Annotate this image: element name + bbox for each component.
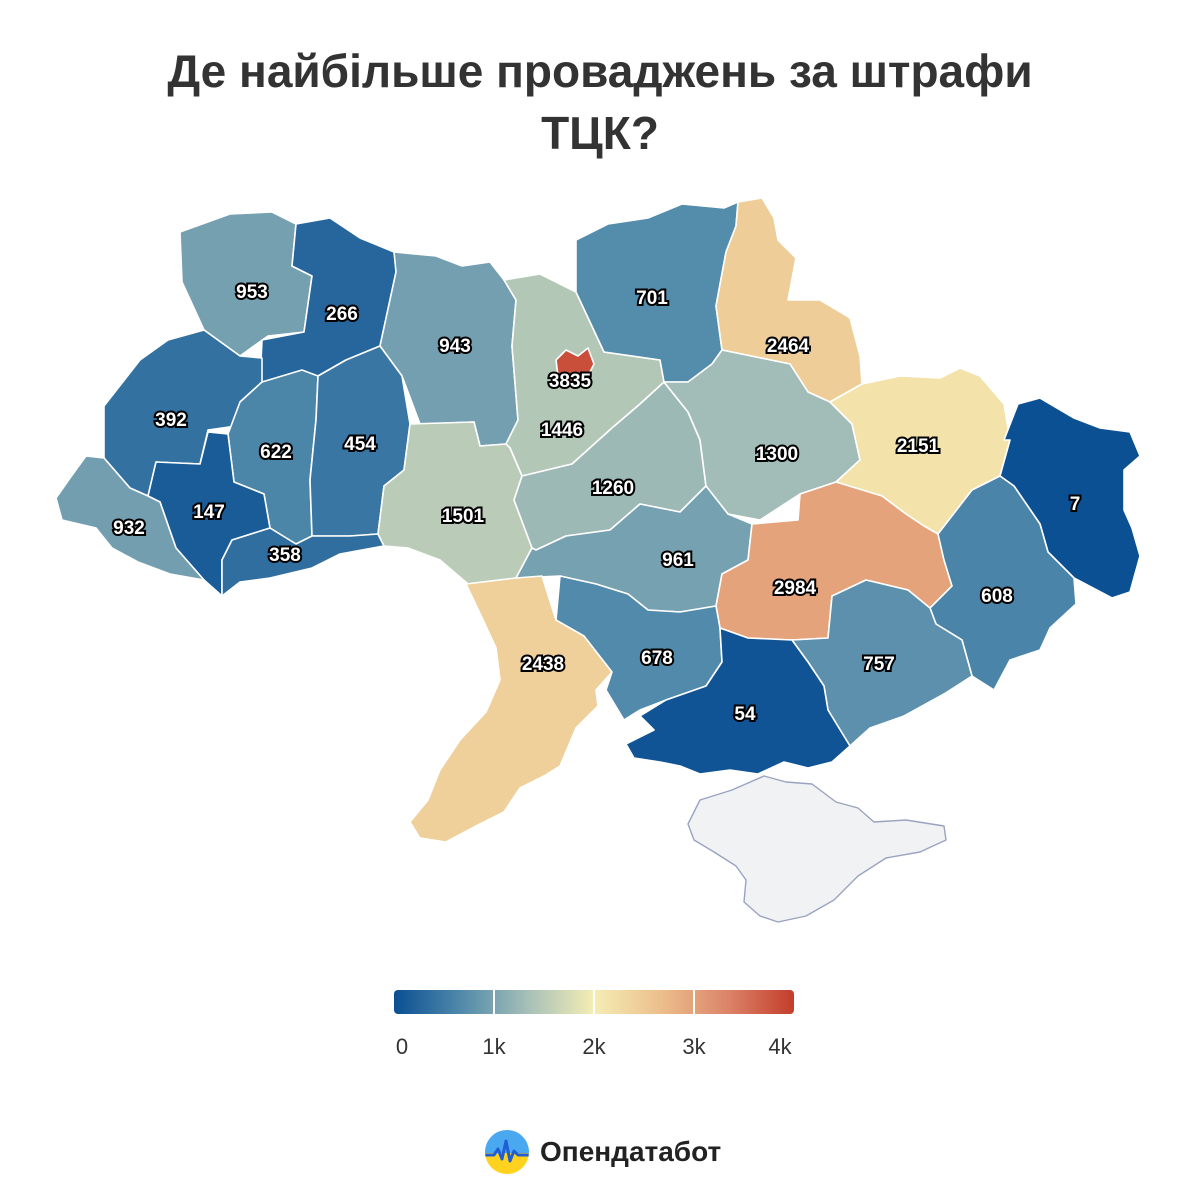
legend-label-3k: 3k xyxy=(682,1034,706,1059)
region-label-kyiv-city: 3835 xyxy=(549,371,592,392)
region-label-donetsk: 608 xyxy=(981,586,1013,607)
region-chernivtsi[interactable] xyxy=(221,527,385,597)
region-label-chernivtsi: 358 xyxy=(269,545,301,566)
legend-label-0: 0 xyxy=(395,1034,409,1059)
legend-labels: 0 1k 2k 3k 4k xyxy=(394,1034,794,1064)
region-label-khmelnytskyi: 454 xyxy=(344,434,376,455)
region-label-zaporizhzhia: 757 xyxy=(863,654,895,675)
region-label-kyiv-oblast: 1446 xyxy=(541,420,583,441)
opendatabot-logo-icon xyxy=(485,1130,529,1174)
region-label-kherson: 54 xyxy=(734,704,756,725)
legend-tick-3k xyxy=(693,990,695,1014)
region-sumy[interactable] xyxy=(715,197,863,403)
region-label-kharkiv: 2151 xyxy=(897,436,940,457)
region-label-lviv: 392 xyxy=(155,410,187,431)
legend-tick-1k xyxy=(493,990,495,1014)
region-label-luhansk: 7 xyxy=(1070,494,1081,515)
map-title: Де найбільше проваджень за штрафи ТЦК? xyxy=(167,45,1033,159)
region-label-vinnytsia: 1501 xyxy=(442,506,485,527)
region-label-chernihiv: 701 xyxy=(636,288,668,309)
region-kyiv-city[interactable] xyxy=(555,347,595,389)
region-label-poltava: 1300 xyxy=(756,444,798,465)
region-label-sumy: 2464 xyxy=(767,336,810,357)
region-label-kirovohrad: 961 xyxy=(662,550,694,571)
region-label-volyn: 953 xyxy=(236,282,268,303)
region-label-dnipropetrovsk: 2984 xyxy=(774,578,817,599)
brand-name: Опендатабот xyxy=(540,1136,722,1167)
legend-label-4k: 4k xyxy=(768,1034,792,1059)
region-label-mykolaiv: 678 xyxy=(641,648,673,669)
region-label-rivne: 266 xyxy=(326,304,358,325)
region-label-zhytomyr: 943 xyxy=(439,336,471,357)
brand: Опендатабот xyxy=(484,1128,721,1176)
legend-label-1k: 1k xyxy=(482,1034,506,1059)
region-label-zakarpattia: 932 xyxy=(113,518,145,539)
region-zakarpattia[interactable] xyxy=(55,455,205,581)
color-legend: 0 1k 2k 3k 4k xyxy=(394,990,794,1064)
legend-tick-2k xyxy=(593,990,595,1014)
region-label-cherkasy: 1260 xyxy=(592,478,634,499)
region-crimea xyxy=(687,775,947,923)
region-label-ternopil: 622 xyxy=(260,442,292,463)
legend-label-2k: 2k xyxy=(582,1034,606,1059)
region-label-ivano-frankivsk: 147 xyxy=(193,502,225,523)
legend-gradient-bar xyxy=(394,990,794,1014)
region-kherson[interactable] xyxy=(625,627,851,775)
region-label-odesa: 2438 xyxy=(522,654,564,675)
